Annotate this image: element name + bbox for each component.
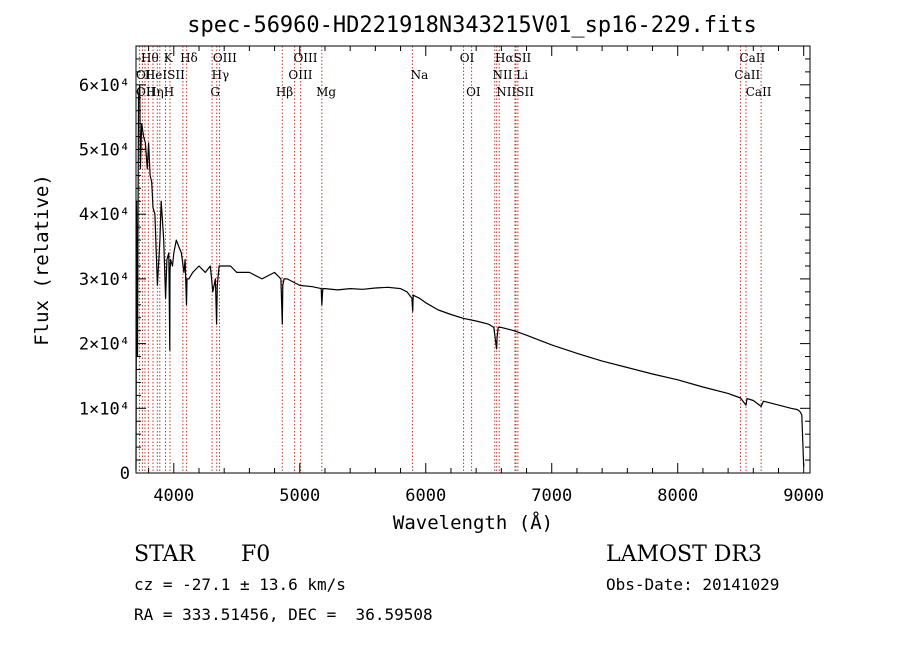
line-label-0: Hθ [141,51,159,65]
y-tick-label: 2×10⁴ [79,335,130,355]
x-tick-label: 8000 [657,486,698,506]
line-label-20: OI [466,85,481,99]
spectral-line-markers [138,46,762,473]
spectrum-series-line [135,84,805,470]
spectral-line-labels: Hθ K Hδ OIII OIII OI HαSII CaII OII HeISII Hγ OIII N… [136,51,772,99]
line-label-19: Mg [316,85,336,99]
coordinates: RA = 333.51456, DEC = 36.59508 [134,605,433,624]
x-tick-label: 6000 [405,486,446,506]
line-label-3: OIII [213,51,237,65]
line-label-21: NIISII [496,85,534,99]
chart-title: spec-56960-HD221918N343215V01_sp16-229.f… [187,13,757,38]
y-tick-label: 6×10⁴ [79,76,130,96]
y-tick-label: 4×10⁴ [79,205,130,225]
line-label-13: NII Li [493,68,529,82]
x-tick-label: 7000 [531,486,572,506]
x-axis-label: Wavelength (Å) [393,511,553,534]
line-label-14: CaII [734,68,760,82]
y-axis-label: Flux (relative) [31,174,53,346]
spectral-subclass: F0 [241,542,270,567]
x-tick-label: 4000 [153,486,194,506]
x-tick-label: 9000 [783,486,824,506]
y-tick-label: 0 [120,464,130,484]
object-type: STAR [134,542,196,567]
line-label-6: HαSII [495,51,532,65]
line-label-15: OII [136,85,156,99]
line-label-10: Hγ [212,68,230,82]
line-label-11: OIII [288,68,312,82]
line-label-22: CaII [746,85,772,99]
survey-name: LAMOST DR3 [606,542,762,567]
line-label-2: Hδ [180,51,198,65]
line-label-5: OI [460,51,475,65]
x-tick-label: 5000 [279,486,320,506]
line-label-9: HeISII [145,68,185,82]
y-tick-label: 1×10⁴ [79,399,130,419]
x-axis: 4000 5000 6000 7000 8000 9000 [148,46,824,506]
y-tick-label: 3×10⁴ [79,270,130,290]
line-label-12: Na [411,68,429,82]
line-label-17: G [210,85,220,99]
line-label-18: Hβ [276,85,293,99]
obs-date: Obs-Date: 20141029 [606,575,779,594]
line-label-4: OIII [293,51,317,65]
line-label-1: K [164,51,174,65]
line-label-16: HηH [146,85,174,99]
y-axis: 0 1×10⁴ 2×10⁴ 3×10⁴ 4×10⁴ 5×10⁴ 6×10⁴ [79,58,810,484]
plot-frame [135,45,811,474]
redshift-cz: cz = -27.1 ± 13.6 km/s [134,575,346,594]
line-label-7: CaII [739,51,765,65]
y-tick-label: 5×10⁴ [79,141,130,161]
